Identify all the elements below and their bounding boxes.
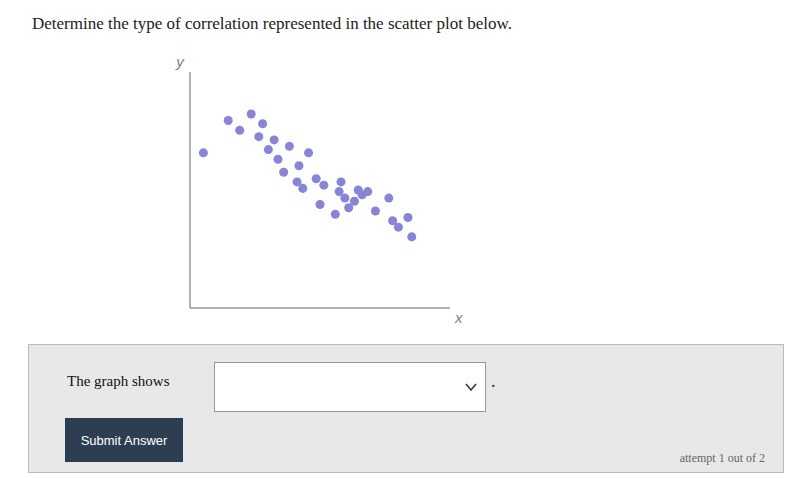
html-text:attempt 1 out of 2: attempt 1 out of 2 [679, 451, 765, 465]
svg-text:y: y [175, 53, 185, 70]
html-text:Submit Answer: Submit Answer [80, 432, 168, 448]
html-text:The graph shows: The graph shows [67, 373, 170, 389]
html-text:Determine the type of correlat: Determine the type of correlation repres… [32, 14, 512, 33]
svg-text:x: x [454, 309, 463, 326]
